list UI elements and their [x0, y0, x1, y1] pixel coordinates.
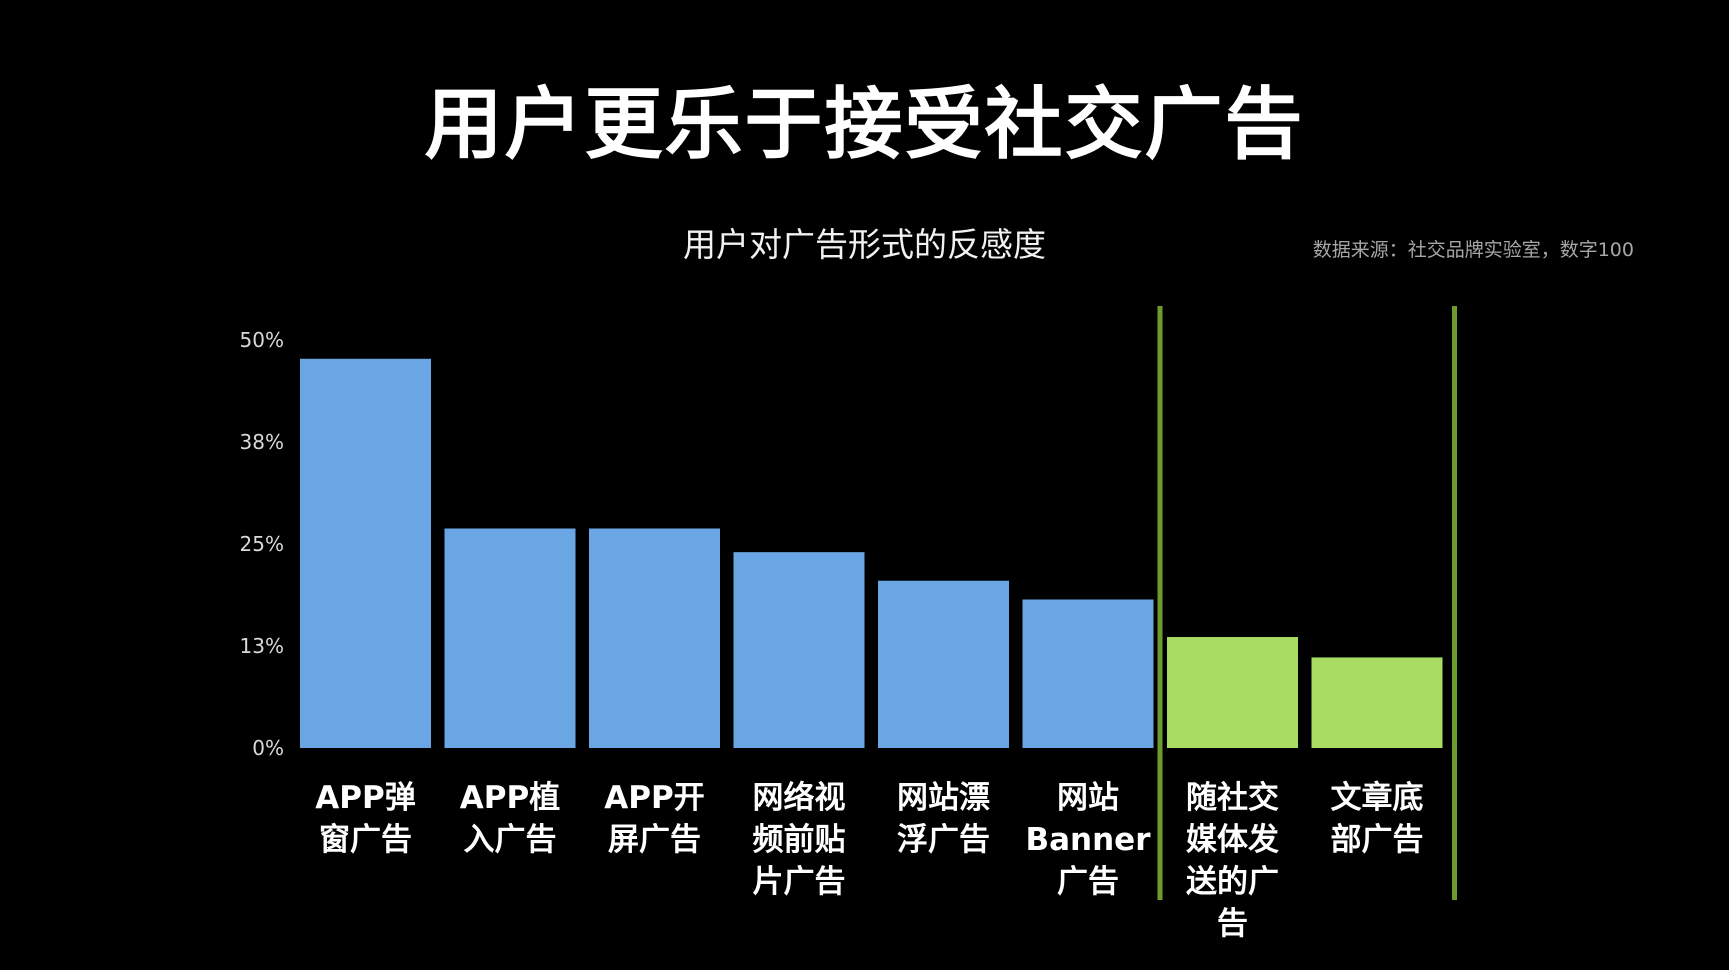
- y-tick-label: 13%: [240, 634, 284, 658]
- y-tick-label: 38%: [240, 430, 284, 454]
- category-label-line: 送的广: [1186, 864, 1279, 900]
- chart-title: 用户对广告形式的反感度: [683, 225, 1046, 264]
- category-label: 网站 Banner 广告: [1026, 780, 1152, 900]
- y-tick-label: 25%: [240, 532, 284, 556]
- category-label-line: 网站: [1057, 780, 1119, 816]
- category-label-line: 文章底: [1331, 780, 1424, 816]
- category-label-line: APP开: [604, 780, 704, 816]
- slide-title: 用户更乐于接受社交广告: [424, 80, 1305, 170]
- bar: [1311, 657, 1443, 748]
- category-label-line: 浮广告: [897, 822, 990, 858]
- bar: [1167, 637, 1298, 748]
- category-label-line: APP植: [460, 780, 560, 816]
- category-label-line: 屏广告: [608, 822, 701, 858]
- category-label-line: 随社交: [1186, 780, 1279, 816]
- y-tick-label: 50%: [240, 328, 284, 352]
- bar: [1022, 599, 1154, 748]
- bar: [300, 358, 431, 748]
- category-label-line: 广告: [1057, 864, 1119, 900]
- category-label-line: 片广告: [753, 864, 846, 900]
- source-note: 数据来源：社交品牌实验室，数字100: [1312, 239, 1634, 261]
- category-label-line: 告: [1217, 906, 1248, 942]
- category-label-line: APP弹: [315, 780, 415, 816]
- bar: [444, 528, 576, 748]
- bar: [878, 580, 1009, 748]
- category-label-line: 媒体发: [1186, 822, 1279, 858]
- category-label-line: Banner: [1026, 822, 1152, 858]
- y-tick-label: 0%: [252, 736, 284, 760]
- bar: [589, 528, 720, 748]
- category-label-line: 频前贴: [753, 822, 846, 858]
- category-label-line: 网络视: [753, 780, 846, 816]
- category-label-line: 部广告: [1331, 822, 1424, 858]
- category-label-line: 窗广告: [319, 822, 412, 858]
- category-label-line: 网站漂: [897, 780, 990, 816]
- category-label-line: 入广告: [464, 822, 557, 858]
- bar: [733, 552, 865, 748]
